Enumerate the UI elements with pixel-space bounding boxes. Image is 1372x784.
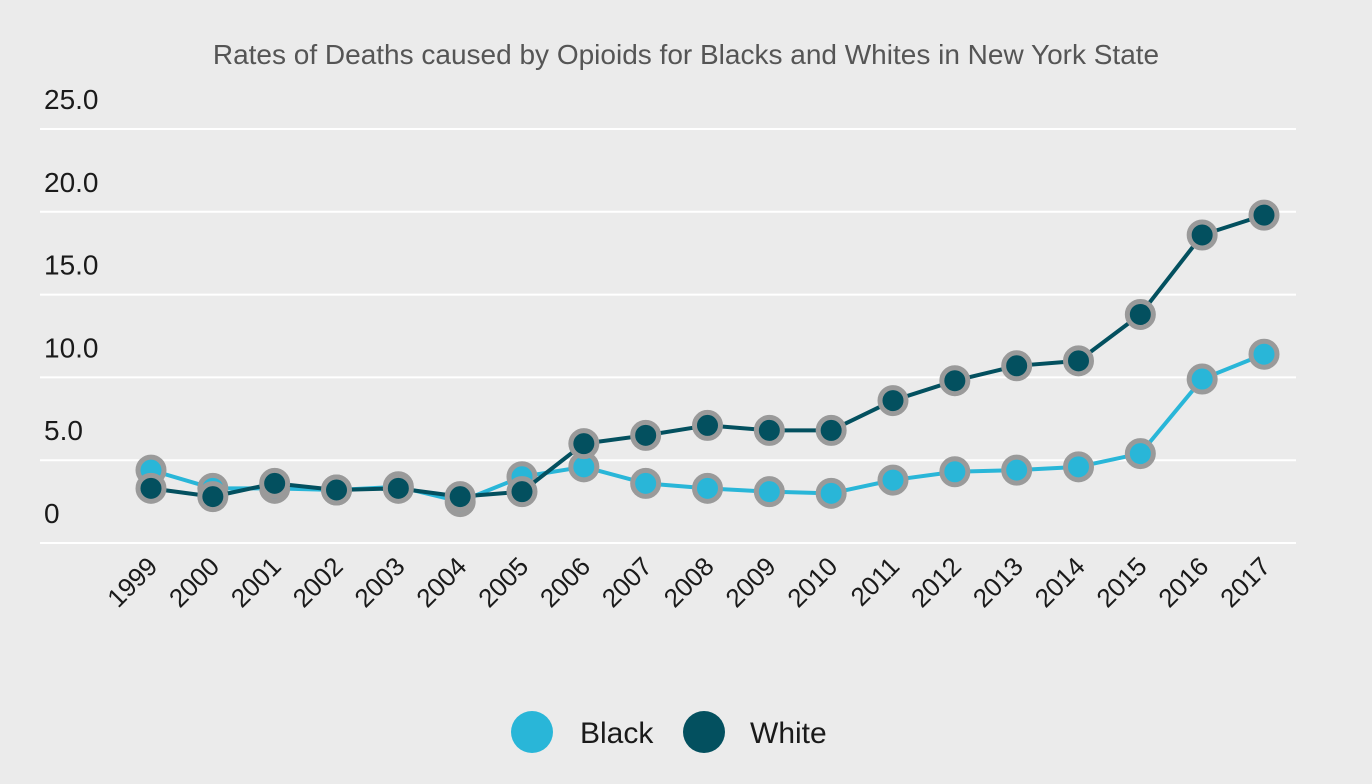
x-tick-label: 2002	[287, 551, 349, 613]
x-axis-ticks: 1999 2000 2001 2002 2003 2004 2005 2006 2007 2008…	[101, 551, 1276, 613]
data-point-white[interactable]	[692, 409, 723, 441]
legend-swatch	[511, 711, 553, 753]
data-point-white[interactable]	[259, 467, 291, 499]
data-point-white[interactable]	[1186, 219, 1218, 251]
x-tick-label: 2007	[596, 551, 658, 613]
y-tick-label: 10.0	[44, 332, 99, 363]
legend-item-white[interactable]: White	[683, 711, 827, 753]
data-point-white[interactable]	[1124, 298, 1156, 330]
data-point-white[interactable]	[877, 385, 909, 417]
data-point-white[interactable]	[135, 472, 167, 504]
legend-swatch	[683, 711, 725, 753]
y-tick-label: 5.0	[44, 415, 83, 446]
data-point-white[interactable]	[506, 476, 538, 508]
x-tick-label: 2008	[658, 551, 720, 613]
x-tick-label: 2010	[781, 551, 843, 613]
x-tick-label: 2004	[410, 551, 472, 613]
legend-item-black[interactable]: Black	[511, 711, 654, 753]
y-axis-ticks: 0 5.0 10.0 15.0 20.0 25.0	[44, 84, 99, 529]
data-point-white[interactable]	[321, 474, 352, 506]
x-tick-label: 2015	[1090, 551, 1152, 613]
data-point-white[interactable]	[939, 365, 971, 397]
data-point-white[interactable]	[753, 414, 785, 446]
series-line-white	[150, 213, 1265, 499]
chart-title: Rates of Deaths caused by Opioids for Bl…	[213, 39, 1159, 70]
data-point-black[interactable]	[1186, 363, 1218, 395]
x-tick-label: 2017	[1214, 551, 1276, 613]
y-tick-label: 15.0	[44, 250, 99, 281]
x-tick-label: 2001	[225, 551, 287, 613]
data-point-white[interactable]	[630, 419, 662, 451]
legend[interactable]: Black White	[511, 711, 827, 753]
grid-layer	[40, 128, 1296, 544]
x-tick-label: 2006	[534, 551, 596, 613]
data-point-white[interactable]	[197, 481, 229, 513]
x-tick-label: 2012	[905, 551, 967, 613]
x-tick-label: 2003	[348, 551, 410, 613]
legend-label: White	[750, 717, 827, 750]
data-point-white[interactable]	[1001, 350, 1033, 382]
x-tick-label: 2000	[163, 551, 225, 613]
y-tick-label: 20.0	[44, 167, 99, 198]
data-point-black[interactable]	[939, 456, 971, 488]
x-tick-label: 2013	[967, 551, 1029, 613]
y-tick-label: 25.0	[44, 84, 99, 115]
series-layer	[135, 199, 1280, 518]
x-tick-label: 2011	[844, 551, 905, 612]
series-white	[135, 199, 1280, 513]
data-point-black[interactable]	[692, 472, 723, 504]
x-tick-label: 2005	[472, 551, 534, 613]
x-tick-label: 2009	[719, 551, 781, 613]
data-point-white[interactable]	[815, 414, 847, 446]
data-point-white[interactable]	[382, 472, 414, 504]
data-point-black[interactable]	[1001, 454, 1033, 486]
data-point-black[interactable]	[877, 464, 909, 496]
data-point-black[interactable]	[630, 467, 662, 499]
data-point-black[interactable]	[1063, 451, 1094, 483]
x-tick-label: 2016	[1152, 551, 1214, 613]
x-tick-label: 1999	[101, 551, 163, 613]
data-point-black[interactable]	[815, 477, 847, 509]
data-point-white[interactable]	[1063, 345, 1094, 377]
data-point-white[interactable]	[568, 428, 600, 460]
y-tick-label: 0	[44, 498, 60, 529]
data-point-white[interactable]	[1248, 199, 1280, 231]
data-point-black[interactable]	[1124, 438, 1156, 470]
data-point-white[interactable]	[444, 481, 476, 513]
x-tick-label: 2014	[1029, 551, 1091, 613]
data-point-black[interactable]	[1248, 338, 1280, 370]
data-point-black[interactable]	[753, 476, 785, 508]
legend-label: Black	[580, 717, 654, 750]
